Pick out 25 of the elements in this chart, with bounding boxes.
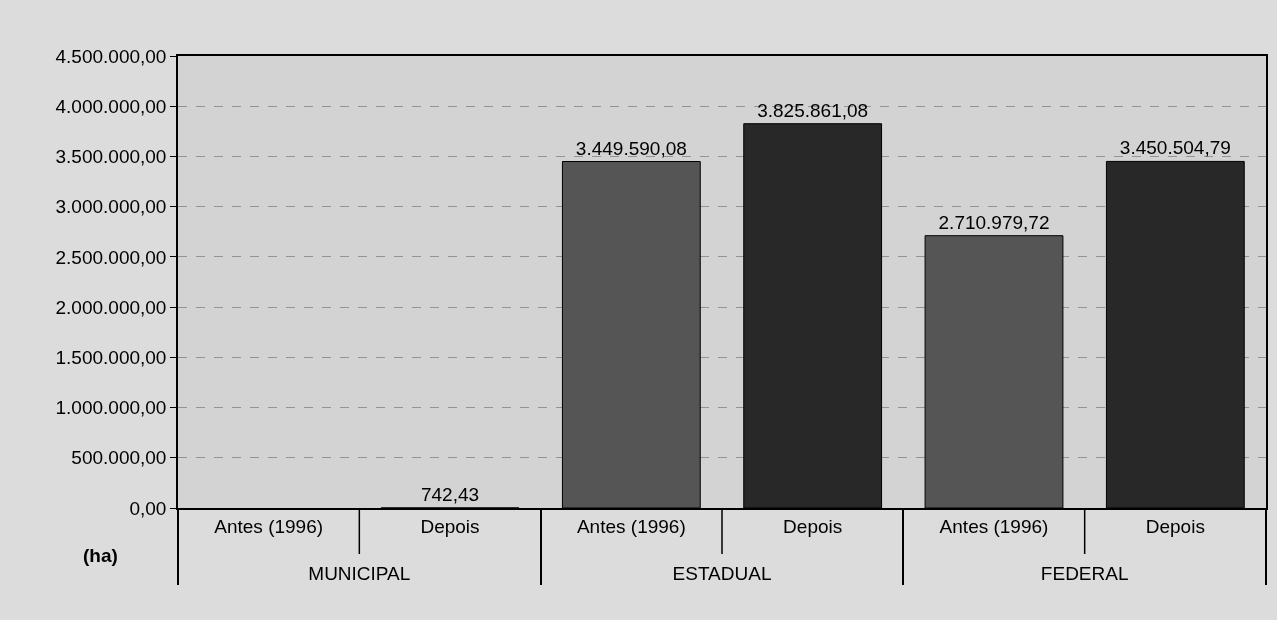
text: Depois: [783, 515, 843, 537]
x-tick-label: MUNICIPAL: [308, 563, 411, 585]
text: Antes (1996): [939, 515, 1049, 537]
y-tick-label: 500.000,00: [71, 447, 167, 469]
series-label: Depois: [420, 515, 480, 537]
y-axis-title: (ha): [83, 545, 118, 566]
x-tick-label: ESTADUAL: [672, 563, 772, 585]
x-tick-label: FEDERAL: [1040, 563, 1129, 585]
data-label: 2.710.979,72: [938, 211, 1050, 233]
data-label: 3.449.590,08: [575, 137, 687, 159]
data-label: 3.450.504,79: [1119, 137, 1231, 159]
y-tick-label: 1.000.000,00: [55, 397, 167, 419]
series-label: Antes (1996): [576, 515, 686, 537]
y-tick-label: 0,00: [129, 497, 167, 519]
y-tick-label: 1.500.000,00: [55, 346, 167, 368]
y-tick-label: 4.000.000,00: [55, 95, 167, 117]
y-tick-label: 2.500.000,00: [55, 246, 167, 268]
y-tick-label: 4.500.000,00: [55, 45, 167, 67]
text: Depois: [1145, 515, 1205, 537]
y-tick-label: 3.500.000,00: [55, 146, 167, 168]
y-tick-label: 2.000.000,00: [55, 296, 167, 318]
data-label: 3.825.861,08: [757, 99, 869, 121]
y-tick-label: 3.000.000,00: [55, 196, 167, 218]
text: Antes (1996): [214, 515, 324, 537]
data-label: 742,43: [420, 483, 480, 505]
